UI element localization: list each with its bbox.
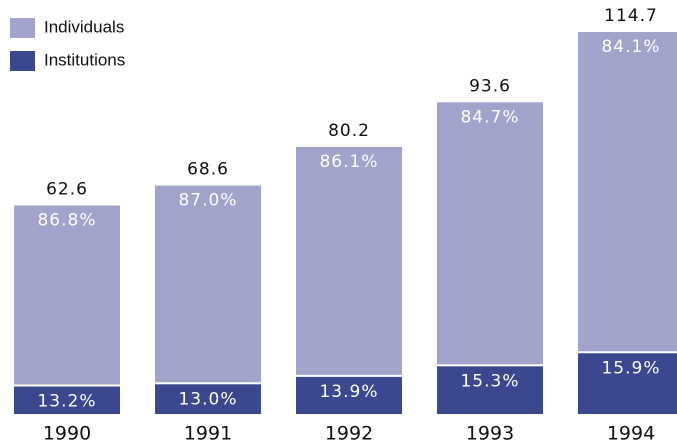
bar-segment bbox=[437, 102, 543, 365]
value-label: 15.3% bbox=[460, 371, 519, 391]
bar-segment bbox=[578, 353, 677, 414]
value-label: 86.8% bbox=[37, 211, 96, 231]
bar-segment bbox=[296, 146, 402, 375]
total-label: 80.2 bbox=[328, 121, 370, 141]
bar-segment bbox=[14, 205, 120, 385]
value-label: 87.0% bbox=[178, 191, 237, 211]
value-label: 86.1% bbox=[319, 152, 378, 172]
value-label: 13.9% bbox=[319, 382, 378, 402]
legend-label: Institutions bbox=[44, 50, 125, 69]
legend-swatch bbox=[10, 18, 35, 38]
value-label: 15.9% bbox=[601, 358, 660, 378]
value-label: 84.1% bbox=[601, 37, 660, 57]
x-tick-label: 1994 bbox=[607, 423, 655, 443]
legend-label: Individuals bbox=[44, 17, 124, 36]
x-tick-label: 1992 bbox=[325, 423, 373, 443]
total-label: 62.6 bbox=[46, 180, 88, 200]
legend-swatch bbox=[10, 51, 35, 71]
total-label: 114.7 bbox=[604, 6, 658, 26]
value-label: 13.2% bbox=[37, 391, 96, 411]
x-tick-label: 1991 bbox=[184, 423, 232, 443]
bar-segment bbox=[155, 384, 261, 414]
bar-segment bbox=[437, 366, 543, 414]
x-tick-label: 1990 bbox=[43, 423, 91, 443]
bar-segment bbox=[578, 32, 677, 352]
bar-segment bbox=[155, 185, 261, 383]
total-label: 93.6 bbox=[469, 76, 511, 96]
total-label: 68.6 bbox=[187, 160, 229, 180]
bar-segment bbox=[296, 376, 402, 414]
value-label: 13.0% bbox=[178, 389, 237, 409]
x-tick-label: 1993 bbox=[466, 423, 514, 443]
bar-segment bbox=[14, 386, 120, 414]
value-label: 84.7% bbox=[460, 107, 519, 127]
